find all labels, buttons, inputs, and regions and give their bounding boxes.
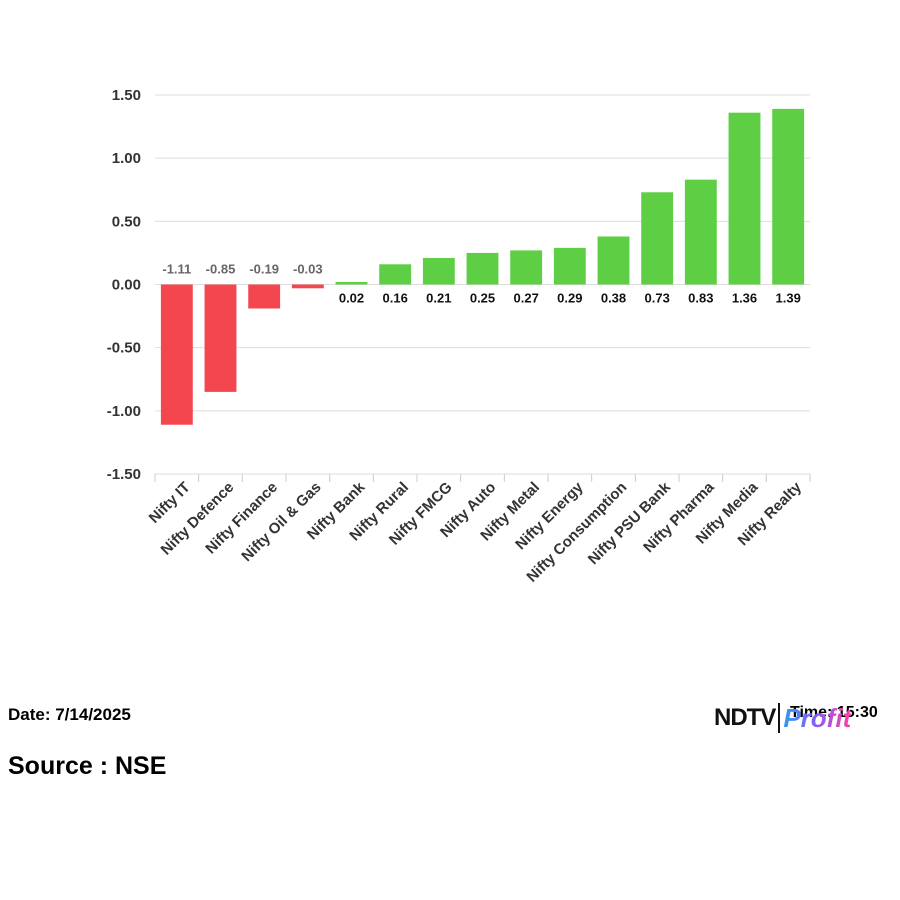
bar-nifty-energy — [553, 247, 586, 285]
data-label: -1.11 — [162, 262, 191, 277]
bar-nifty-auto — [466, 252, 499, 285]
bar-nifty-it — [160, 284, 193, 425]
data-label: 0.21 — [426, 291, 451, 306]
data-label: -0.03 — [293, 262, 323, 277]
bar-nifty-rural — [379, 264, 412, 285]
bars — [160, 108, 805, 425]
data-label: 1.39 — [776, 291, 801, 306]
data-label: -0.19 — [249, 262, 279, 277]
chart-date: Date: 7/14/2025 — [8, 705, 131, 724]
bar-nifty-pharma — [684, 179, 717, 285]
data-label: 0.83 — [688, 291, 713, 306]
y-tick-label: 1.00 — [112, 150, 141, 167]
data-label: 0.16 — [383, 291, 408, 306]
bar-nifty-realty — [772, 108, 805, 285]
bar-nifty-bank — [335, 281, 368, 285]
bar-nifty-media — [728, 112, 761, 285]
y-axis-tick-labels: 1.50 1.00 0.50 0.00 -0.50 -1.00 -1.50 — [107, 87, 141, 483]
bar-nifty-metal — [510, 250, 543, 285]
logo-profit-text: Profit — [783, 702, 852, 733]
data-label: 0.29 — [557, 291, 582, 306]
bar-nifty-fmcg — [422, 257, 455, 285]
data-label: 0.38 — [601, 291, 626, 306]
bar-nifty-consumption — [597, 236, 630, 285]
y-tick-label: 1.50 — [112, 87, 141, 104]
y-tick-label: -1.00 — [107, 403, 141, 420]
chart-time: Time: 15:30 — [790, 704, 878, 721]
chart-source: Source : NSE — [8, 752, 167, 780]
bar-nifty-finance — [248, 284, 281, 309]
data-label: 0.73 — [645, 291, 670, 306]
data-label: -0.85 — [206, 262, 236, 277]
bar-chart: 1.50 1.00 0.50 0.00 -0.50 -1.00 -1.50 -1.11 -0.… — [107, 87, 811, 586]
data-label: 1.36 — [732, 291, 757, 306]
data-label: 0.27 — [514, 291, 539, 306]
logo-divider — [778, 703, 781, 733]
ndtv-profit-logo: NDTV Profit — [714, 700, 851, 736]
bar-nifty-oil-gas — [291, 284, 324, 289]
logo-ndtv-text: NDTV — [714, 704, 776, 731]
x-tick-label: Nifty Oil & Gas — [238, 479, 324, 565]
y-tick-label: -1.50 — [107, 466, 141, 483]
y-tick-label: 0.00 — [112, 277, 141, 294]
data-label: 0.02 — [339, 291, 364, 306]
data-label: 0.25 — [470, 291, 495, 306]
bar-nifty-psu-bank — [641, 192, 674, 285]
y-tick-label: -0.50 — [107, 340, 141, 357]
y-tick-label: 0.50 — [112, 213, 141, 230]
data-labels: -1.11 -0.85 -0.19 -0.03 0.02 0.16 0.21 0.25 0.27… — [162, 262, 800, 306]
bar-nifty-defence — [204, 284, 237, 392]
